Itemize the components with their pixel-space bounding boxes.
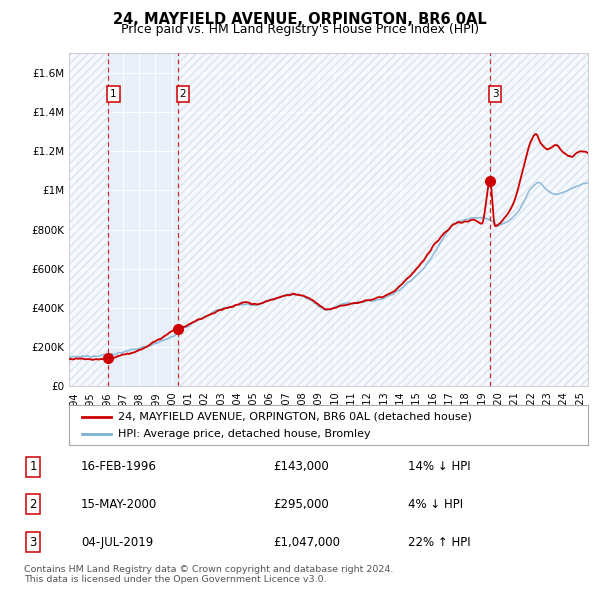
Bar <box>490 53 588 386</box>
Bar <box>178 53 490 386</box>
Text: 15-MAY-2000: 15-MAY-2000 <box>81 498 157 511</box>
Bar <box>69 53 109 386</box>
Text: 2: 2 <box>179 89 186 99</box>
Text: 14% ↓ HPI: 14% ↓ HPI <box>408 460 470 473</box>
Text: 1: 1 <box>29 460 37 473</box>
Text: 22% ↑ HPI: 22% ↑ HPI <box>408 536 470 549</box>
Text: 3: 3 <box>491 89 498 99</box>
Text: 04-JUL-2019: 04-JUL-2019 <box>81 536 153 549</box>
Text: HPI: Average price, detached house, Bromley: HPI: Average price, detached house, Brom… <box>118 429 371 439</box>
Text: 3: 3 <box>29 536 37 549</box>
Text: 2: 2 <box>29 498 37 511</box>
Text: 16-FEB-1996: 16-FEB-1996 <box>81 460 157 473</box>
Text: Price paid vs. HM Land Registry's House Price Index (HPI): Price paid vs. HM Land Registry's House … <box>121 23 479 36</box>
Text: £143,000: £143,000 <box>273 460 329 473</box>
Text: £1,047,000: £1,047,000 <box>273 536 340 549</box>
Text: 4% ↓ HPI: 4% ↓ HPI <box>408 498 463 511</box>
Text: 24, MAYFIELD AVENUE, ORPINGTON, BR6 0AL (detached house): 24, MAYFIELD AVENUE, ORPINGTON, BR6 0AL … <box>118 412 472 422</box>
Text: £295,000: £295,000 <box>273 498 329 511</box>
Text: 24, MAYFIELD AVENUE, ORPINGTON, BR6 0AL: 24, MAYFIELD AVENUE, ORPINGTON, BR6 0AL <box>113 12 487 27</box>
Text: Contains HM Land Registry data © Crown copyright and database right 2024.
This d: Contains HM Land Registry data © Crown c… <box>24 565 394 584</box>
Text: 1: 1 <box>110 89 117 99</box>
